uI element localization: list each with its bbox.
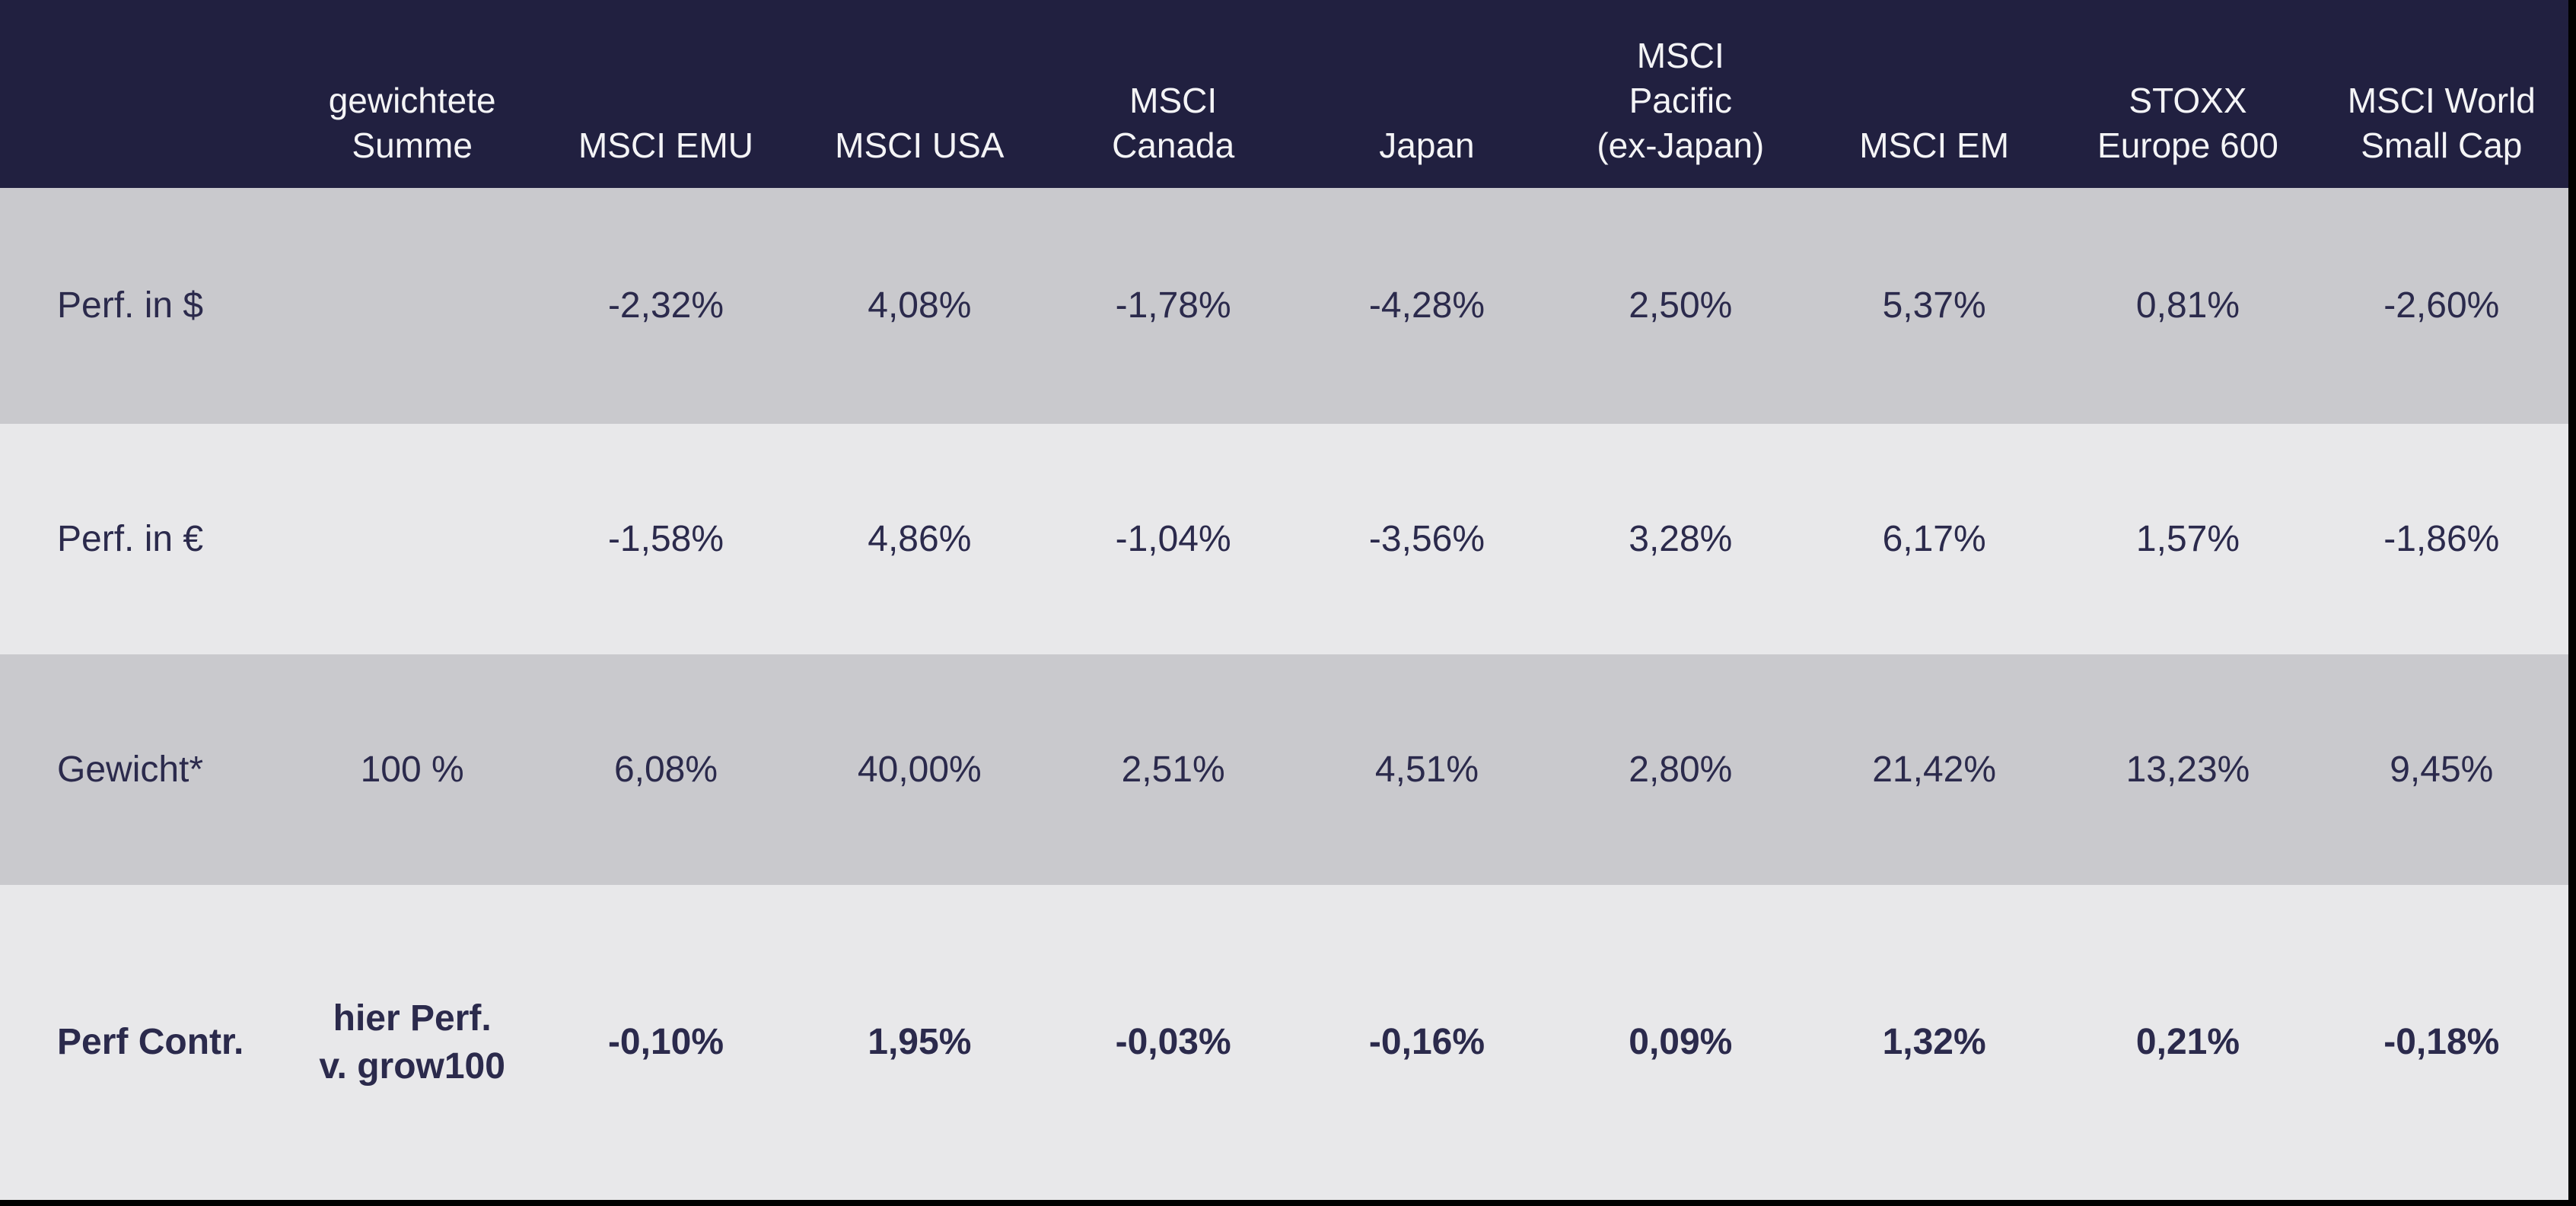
table-cell: -2,32%: [607, 285, 724, 326]
table-cell: -1,78%: [1115, 285, 1231, 326]
table-cell: 4,08%: [868, 285, 972, 326]
table-cell: 1,32%: [1882, 1022, 1986, 1063]
col-header-msci-emu: MSCI EMU: [578, 126, 753, 166]
table-cell: 1,95%: [868, 1022, 972, 1063]
col-header-msci-usa: MSCI USA: [835, 126, 1005, 166]
table-cell: 100 %: [360, 749, 464, 790]
table-cell: 6,08%: [613, 749, 718, 790]
table-cell: -2,60%: [2383, 285, 2500, 326]
row-label-perf-usd: Perf. in $: [57, 285, 204, 326]
table-cell: 2,50%: [1629, 285, 1733, 326]
table-cell: 1,57%: [2135, 518, 2240, 559]
table-cell: 2,80%: [1629, 749, 1733, 790]
table-cell: 40,00%: [857, 749, 982, 790]
table-cell: -3,56%: [1368, 518, 1485, 559]
table-cell: 13,23%: [2125, 749, 2250, 790]
table-row-perf-usd: Perf. in $ -2,32% 4,08% -1,78% -4,28% 2,…: [0, 188, 2568, 424]
table-cell: -0,18%: [2383, 1022, 2500, 1063]
col-header-gewichtete-summe: gewichtete Summe: [328, 81, 496, 166]
table-row-perf-contr: Perf Contr. hier Perf. v. grow100 -0,10%…: [0, 885, 2568, 1200]
table-cell: 2,51%: [1121, 749, 1225, 790]
table-cell: 4,86%: [868, 518, 972, 559]
row-label-perf-contr: Perf Contr.: [57, 1022, 244, 1063]
col-header-msci-world-small-cap: MSCI World Small Cap: [2347, 81, 2536, 166]
table-header-row: gewichtete Summe MSCI EMU MSCI USA MSCI …: [0, 0, 2568, 188]
table-cell: 21,42%: [1872, 749, 1997, 790]
table-cell: 0,09%: [1629, 1022, 1733, 1063]
col-header-msci-canada: MSCI Canada: [1112, 81, 1235, 166]
col-header-japan: Japan: [1379, 126, 1475, 166]
row-label-perf-eur: Perf. in €: [57, 518, 204, 559]
row-label-gewicht: Gewicht*: [57, 749, 204, 790]
col-header-stoxx-europe-600: STOXX Europe 600: [2097, 81, 2278, 166]
table-cell: -1,58%: [607, 518, 724, 559]
table-cell: -0,10%: [607, 1022, 724, 1063]
col-header-empty: [0, 168, 285, 188]
table-row-perf-eur: Perf. in € -1,58% 4,86% -1,04% -3,56% 3,…: [0, 424, 2568, 654]
table-cell-note: hier Perf. v. grow100: [319, 998, 505, 1087]
col-header-msci-em: MSCI EM: [1859, 126, 2010, 166]
table-cell: 6,17%: [1882, 518, 1986, 559]
table-cell: -1,86%: [2383, 518, 2500, 559]
table-cell: 4,51%: [1374, 749, 1479, 790]
table-row-gewicht: Gewicht* 100 % 6,08% 40,00% 2,51% 4,51% …: [0, 654, 2568, 885]
table-cell: -1,04%: [1115, 518, 1231, 559]
table-cell: 9,45%: [2390, 749, 2494, 790]
table-cell: -4,28%: [1368, 285, 1485, 326]
col-header-msci-pacific-ex-japan: MSCI Pacific (ex-Japan): [1597, 36, 1765, 166]
table-cell: 0,81%: [2135, 285, 2240, 326]
table-cell: -0,16%: [1368, 1022, 1485, 1063]
table-cell: -0,03%: [1115, 1022, 1231, 1063]
table-cell: 0,21%: [2135, 1022, 2240, 1063]
table-cell: 5,37%: [1882, 285, 1986, 326]
table-cell: 3,28%: [1629, 518, 1733, 559]
